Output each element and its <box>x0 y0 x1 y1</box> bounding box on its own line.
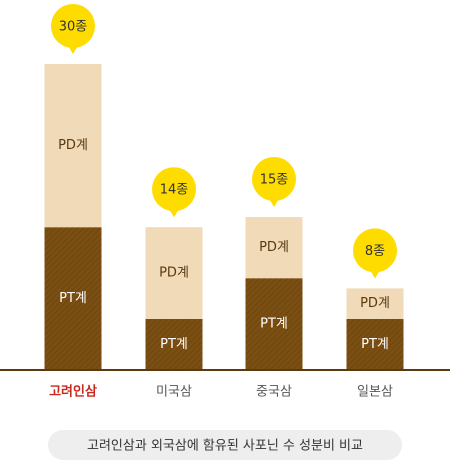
bar-segment <box>44 64 102 228</box>
bar-segment <box>245 217 303 279</box>
segment-label: PD계 <box>259 240 289 255</box>
bar-hatch <box>44 227 102 370</box>
segment-label: PT계 <box>160 337 188 352</box>
total-label: 15종 <box>260 173 289 188</box>
bar-hatch <box>346 319 404 370</box>
segment-label: PD계 <box>58 138 88 153</box>
segment-label: PT계 <box>361 337 389 352</box>
total-bubble <box>252 157 296 201</box>
bar-hatch <box>145 319 203 370</box>
x-tick-label: 미국삼 <box>156 385 192 400</box>
total-bubble <box>353 228 397 273</box>
total-label: 14종 <box>160 183 189 198</box>
segment-label: PD계 <box>159 266 189 281</box>
total-label: 8종 <box>365 244 385 259</box>
total-bubble <box>152 167 196 212</box>
x-tick-label: 고려인삼 <box>49 384 97 400</box>
bar-segment <box>145 227 203 319</box>
segment-label: PD계 <box>360 296 390 311</box>
caption-pill <box>48 430 402 460</box>
total-label: 30종 <box>59 20 88 35</box>
caption: 고려인삼과 외국삼에 함유된 사포닌 수 성분비 비교 <box>87 439 363 454</box>
bar-segment <box>346 288 404 319</box>
x-tick-label: 중국삼 <box>256 385 292 400</box>
total-bubble <box>51 4 95 48</box>
segment-label: PT계 <box>59 291 87 306</box>
x-tick-label: 일본삼 <box>357 385 393 400</box>
segment-label: PT계 <box>260 317 288 332</box>
bar-hatch <box>245 278 303 370</box>
